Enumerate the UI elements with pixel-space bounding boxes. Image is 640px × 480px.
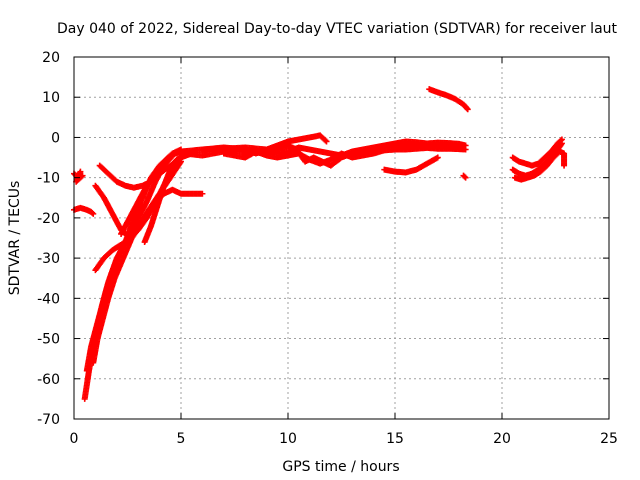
data-point [462,174,469,181]
data-point [464,106,471,113]
y-tick-label: -70 [37,412,60,428]
x-tick-label: 5 [177,431,186,447]
data-point [90,210,97,217]
y-tick-label: 20 [42,50,60,66]
series-band-main-4 [220,144,469,167]
data-point [322,137,329,144]
data-point [558,140,565,147]
series-arc-late-low [381,154,441,176]
y-tick-label: -40 [37,291,60,307]
data-point [77,168,84,175]
y-tick-label: -50 [37,332,60,348]
series-arc-start-b [71,204,97,217]
x-axis-label: GPS time / hours [282,459,399,475]
series-point-late [460,172,469,181]
data-point [89,209,96,216]
x-tick-label: 0 [70,431,79,447]
data-points [71,86,568,402]
x-tick-label: 20 [493,431,511,447]
y-tick-label: -60 [37,372,60,388]
plot-frame [73,56,610,420]
y-axis-label: SDTVAR / TECUs [7,181,23,296]
data-point [323,138,330,145]
series-arc-mid-2 [92,182,206,241]
data-point [462,146,469,153]
series-arc-mid-5 [118,146,184,237]
series-arc-late-high [426,86,471,113]
data-point [199,190,206,197]
data-point [434,154,441,161]
x-tick-label: 15 [386,431,404,447]
y-tick-label: -20 [37,211,60,227]
chart-title: Day 040 of 2022, Sidereal Day-to-day VTE… [57,21,618,37]
axes: 20 10 0 -10 -20 -30 -40 -50 -60 -70 0 5 10 15 20 25 [37,50,618,447]
data-point [461,173,468,180]
data-point [561,162,568,169]
series-arc-end-3 [511,148,568,183]
y-tick-label: 0 [51,130,60,146]
data-point [463,105,470,112]
x-tick-label: 10 [279,431,297,447]
y-tick-label: 10 [42,90,60,106]
x-tick-label: 25 [600,431,618,447]
y-tick-label: -30 [37,251,60,267]
y-tick-label: -10 [37,171,60,187]
